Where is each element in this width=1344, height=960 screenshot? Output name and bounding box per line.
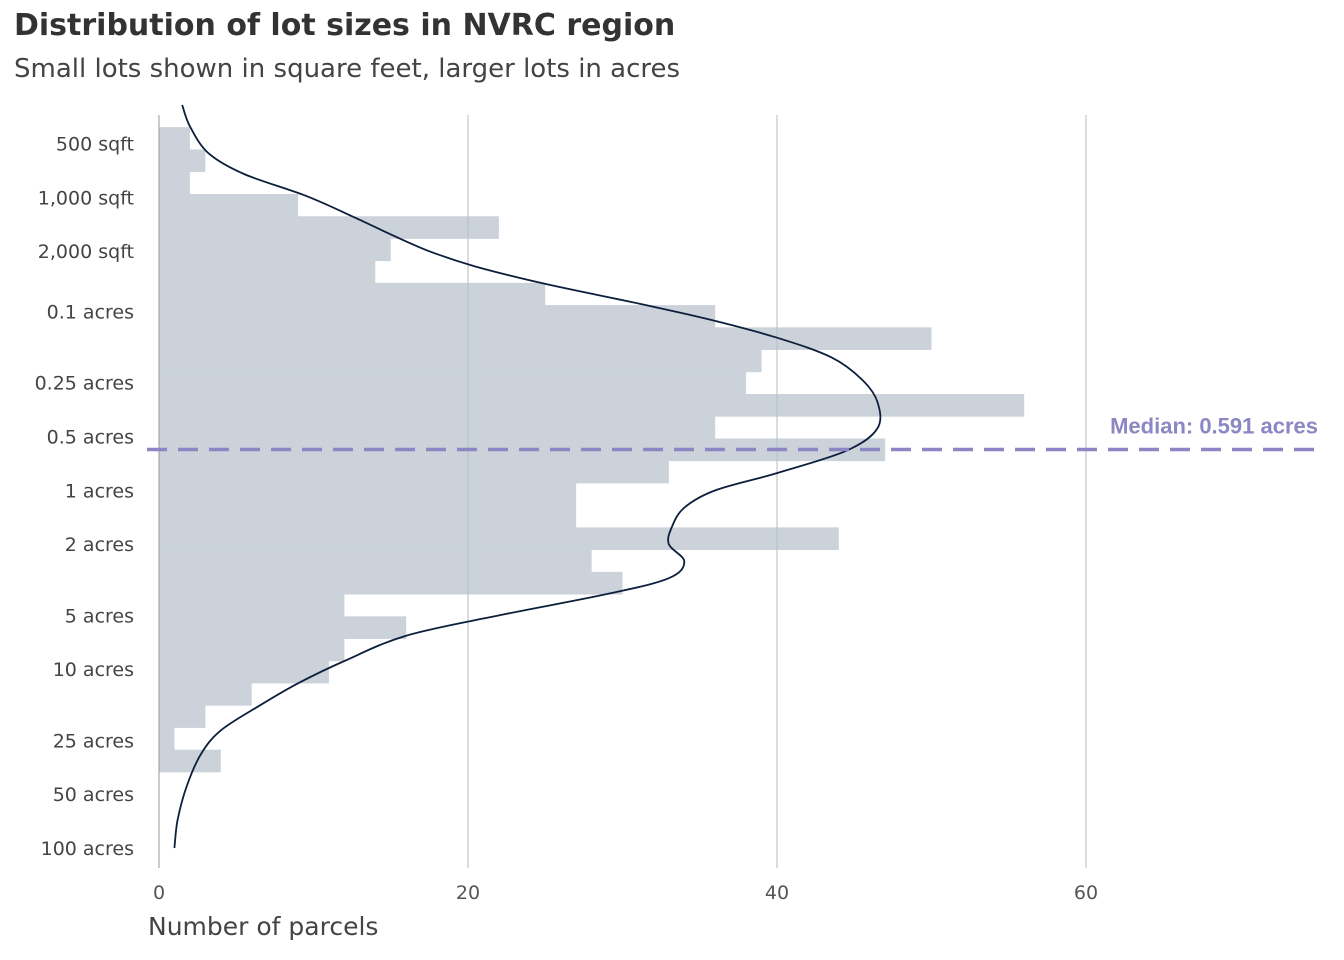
y-tick-label-10: 25 acres xyxy=(53,730,134,752)
histogram-bars xyxy=(159,127,1025,773)
y-tick-labels: 500 sqft 1,000 sqft 2,000 sqft 0.1 acres 0.2… xyxy=(35,134,134,860)
y-tick-label-7: 2 acres xyxy=(65,534,134,556)
histogram-bar-4 xyxy=(159,216,499,239)
histogram-bar-1 xyxy=(159,149,206,173)
y-tick-label-1: 1,000 sqft xyxy=(38,187,134,209)
y-tick-label-5: 0.5 acres xyxy=(47,427,134,449)
x-tick-label-20: 20 xyxy=(456,882,480,904)
histogram-bar-22 xyxy=(159,616,407,639)
histogram-bar-11 xyxy=(159,371,747,395)
density-curve xyxy=(173,104,882,849)
histogram-bar-27 xyxy=(159,727,175,751)
y-tick-label-9: 10 acres xyxy=(53,659,134,681)
x-tick-labels: 0 20 40 60 xyxy=(153,882,1098,904)
histogram-bar-26 xyxy=(159,705,206,728)
histogram-bar-25 xyxy=(159,683,252,706)
histogram-bar-5 xyxy=(159,238,391,262)
histogram-bar-15 xyxy=(159,460,669,484)
histogram-bar-3 xyxy=(159,194,299,217)
y-tick-label-11: 50 acres xyxy=(53,784,134,806)
y-tick-label-6: 1 acres xyxy=(65,480,134,502)
chart-subtitle: Small lots shown in square feet, larger … xyxy=(14,54,681,84)
histogram-bar-20 xyxy=(159,571,623,595)
y-tick-label-2: 2,000 sqft xyxy=(38,241,134,263)
y-tick-label-4: 0.25 acres xyxy=(35,373,134,395)
x-axis-label: Number of parcels xyxy=(148,912,379,941)
histogram-bar-8 xyxy=(159,305,716,328)
histogram-bar-28 xyxy=(159,749,221,773)
y-tick-label-12: 100 acres xyxy=(41,838,134,860)
histogram-bar-16 xyxy=(159,482,577,506)
y-tick-label-8: 5 acres xyxy=(65,605,134,627)
histogram-bar-19 xyxy=(159,549,592,573)
median-label: Median: 0.591 acres xyxy=(1110,414,1318,439)
y-tick-label-3: 0.1 acres xyxy=(47,302,134,324)
histogram-bar-13 xyxy=(159,416,716,439)
histogram-bar-23 xyxy=(159,638,345,662)
chart-title: Distribution of lot sizes in NVRC region xyxy=(14,8,676,43)
median-group: Median: 0.591 acres xyxy=(147,414,1318,452)
histogram-bar-9 xyxy=(159,327,932,350)
histogram-bar-10 xyxy=(159,349,762,373)
histogram-bar-24 xyxy=(159,660,329,684)
x-tick-label-0: 0 xyxy=(153,882,165,904)
density-curve-group xyxy=(173,104,882,849)
histogram-bar-21 xyxy=(159,594,345,617)
histogram-bar-7 xyxy=(159,282,546,306)
histogram-bar-18 xyxy=(159,527,839,551)
axes xyxy=(158,115,1087,868)
x-tick-label-40: 40 xyxy=(765,882,789,904)
histogram-bar-12 xyxy=(159,394,1025,417)
y-tick-label-0: 500 sqft xyxy=(56,134,134,156)
x-tick-label-60: 60 xyxy=(1074,882,1098,904)
histogram-bar-2 xyxy=(159,171,190,195)
histogram-bar-0 xyxy=(159,127,190,150)
histogram-bar-17 xyxy=(159,505,577,528)
histogram-bar-6 xyxy=(159,260,376,284)
